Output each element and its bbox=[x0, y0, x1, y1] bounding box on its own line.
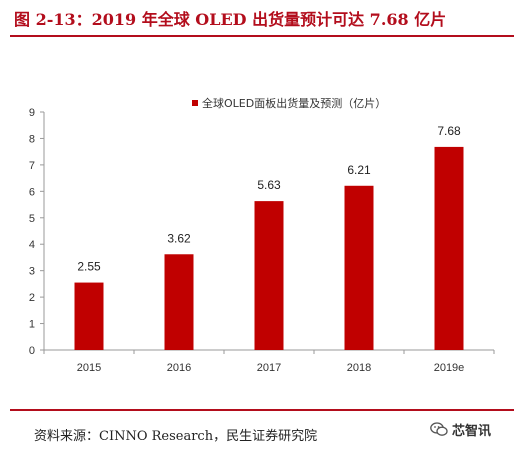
data-label: 5.63 bbox=[257, 178, 281, 192]
x-tick-label: 2015 bbox=[77, 362, 101, 374]
x-tick-label: 2019e bbox=[434, 362, 465, 374]
source-note: 资料来源：CINNO Research，民生证券研究院 bbox=[34, 429, 318, 444]
data-label: 2.55 bbox=[77, 260, 101, 274]
watermark: 芯智讯 bbox=[430, 420, 491, 439]
bar bbox=[74, 282, 104, 350]
bar bbox=[434, 146, 464, 350]
y-tick-label: 2 bbox=[29, 292, 35, 304]
bar-chart: 全球OLED面板出货量及预测（亿片） 0 1 2 3 4 5 6 7 8 9 2.55 2015 3.6… bbox=[29, 96, 495, 374]
y-tick-label: 7 bbox=[29, 160, 35, 172]
footer-rule bbox=[10, 409, 514, 411]
data-label: 3.62 bbox=[167, 231, 191, 245]
data-label: 7.68 bbox=[437, 124, 461, 138]
data-label: 6.21 bbox=[347, 163, 371, 177]
tick-labels: 0 1 2 3 4 5 6 7 8 9 2.55 2015 3.62 2016 5.63 2017 6.21 20… bbox=[29, 107, 464, 374]
x-tick-label: 2016 bbox=[167, 362, 191, 374]
bar bbox=[254, 201, 284, 350]
watermark-label: 芯智讯 bbox=[452, 424, 492, 439]
wechat-icon bbox=[430, 422, 448, 436]
bar bbox=[344, 185, 374, 350]
x-tick-label: 2018 bbox=[347, 362, 371, 374]
y-tick-label: 1 bbox=[29, 319, 35, 331]
title-rule bbox=[10, 35, 514, 37]
y-tick-label: 9 bbox=[29, 107, 35, 119]
y-tick-label: 4 bbox=[29, 239, 35, 251]
bars bbox=[74, 146, 464, 350]
legend: 全球OLED面板出货量及预测（亿片） bbox=[192, 96, 386, 110]
legend-label: 全球OLED面板出货量及预测（亿片） bbox=[202, 96, 386, 110]
y-tick-label: 6 bbox=[29, 186, 35, 198]
y-tick-label: 3 bbox=[29, 266, 35, 278]
legend-swatch bbox=[192, 100, 198, 106]
figure-title: 图 2-13：2019 年全球 OLED 出货量预计可达 7.68 亿片 bbox=[14, 10, 447, 29]
y-tick-label: 5 bbox=[29, 213, 35, 225]
y-tick-label: 0 bbox=[29, 345, 35, 357]
x-tick-label: 2017 bbox=[257, 362, 281, 374]
bar bbox=[164, 254, 194, 350]
y-tick-label: 8 bbox=[29, 133, 35, 145]
